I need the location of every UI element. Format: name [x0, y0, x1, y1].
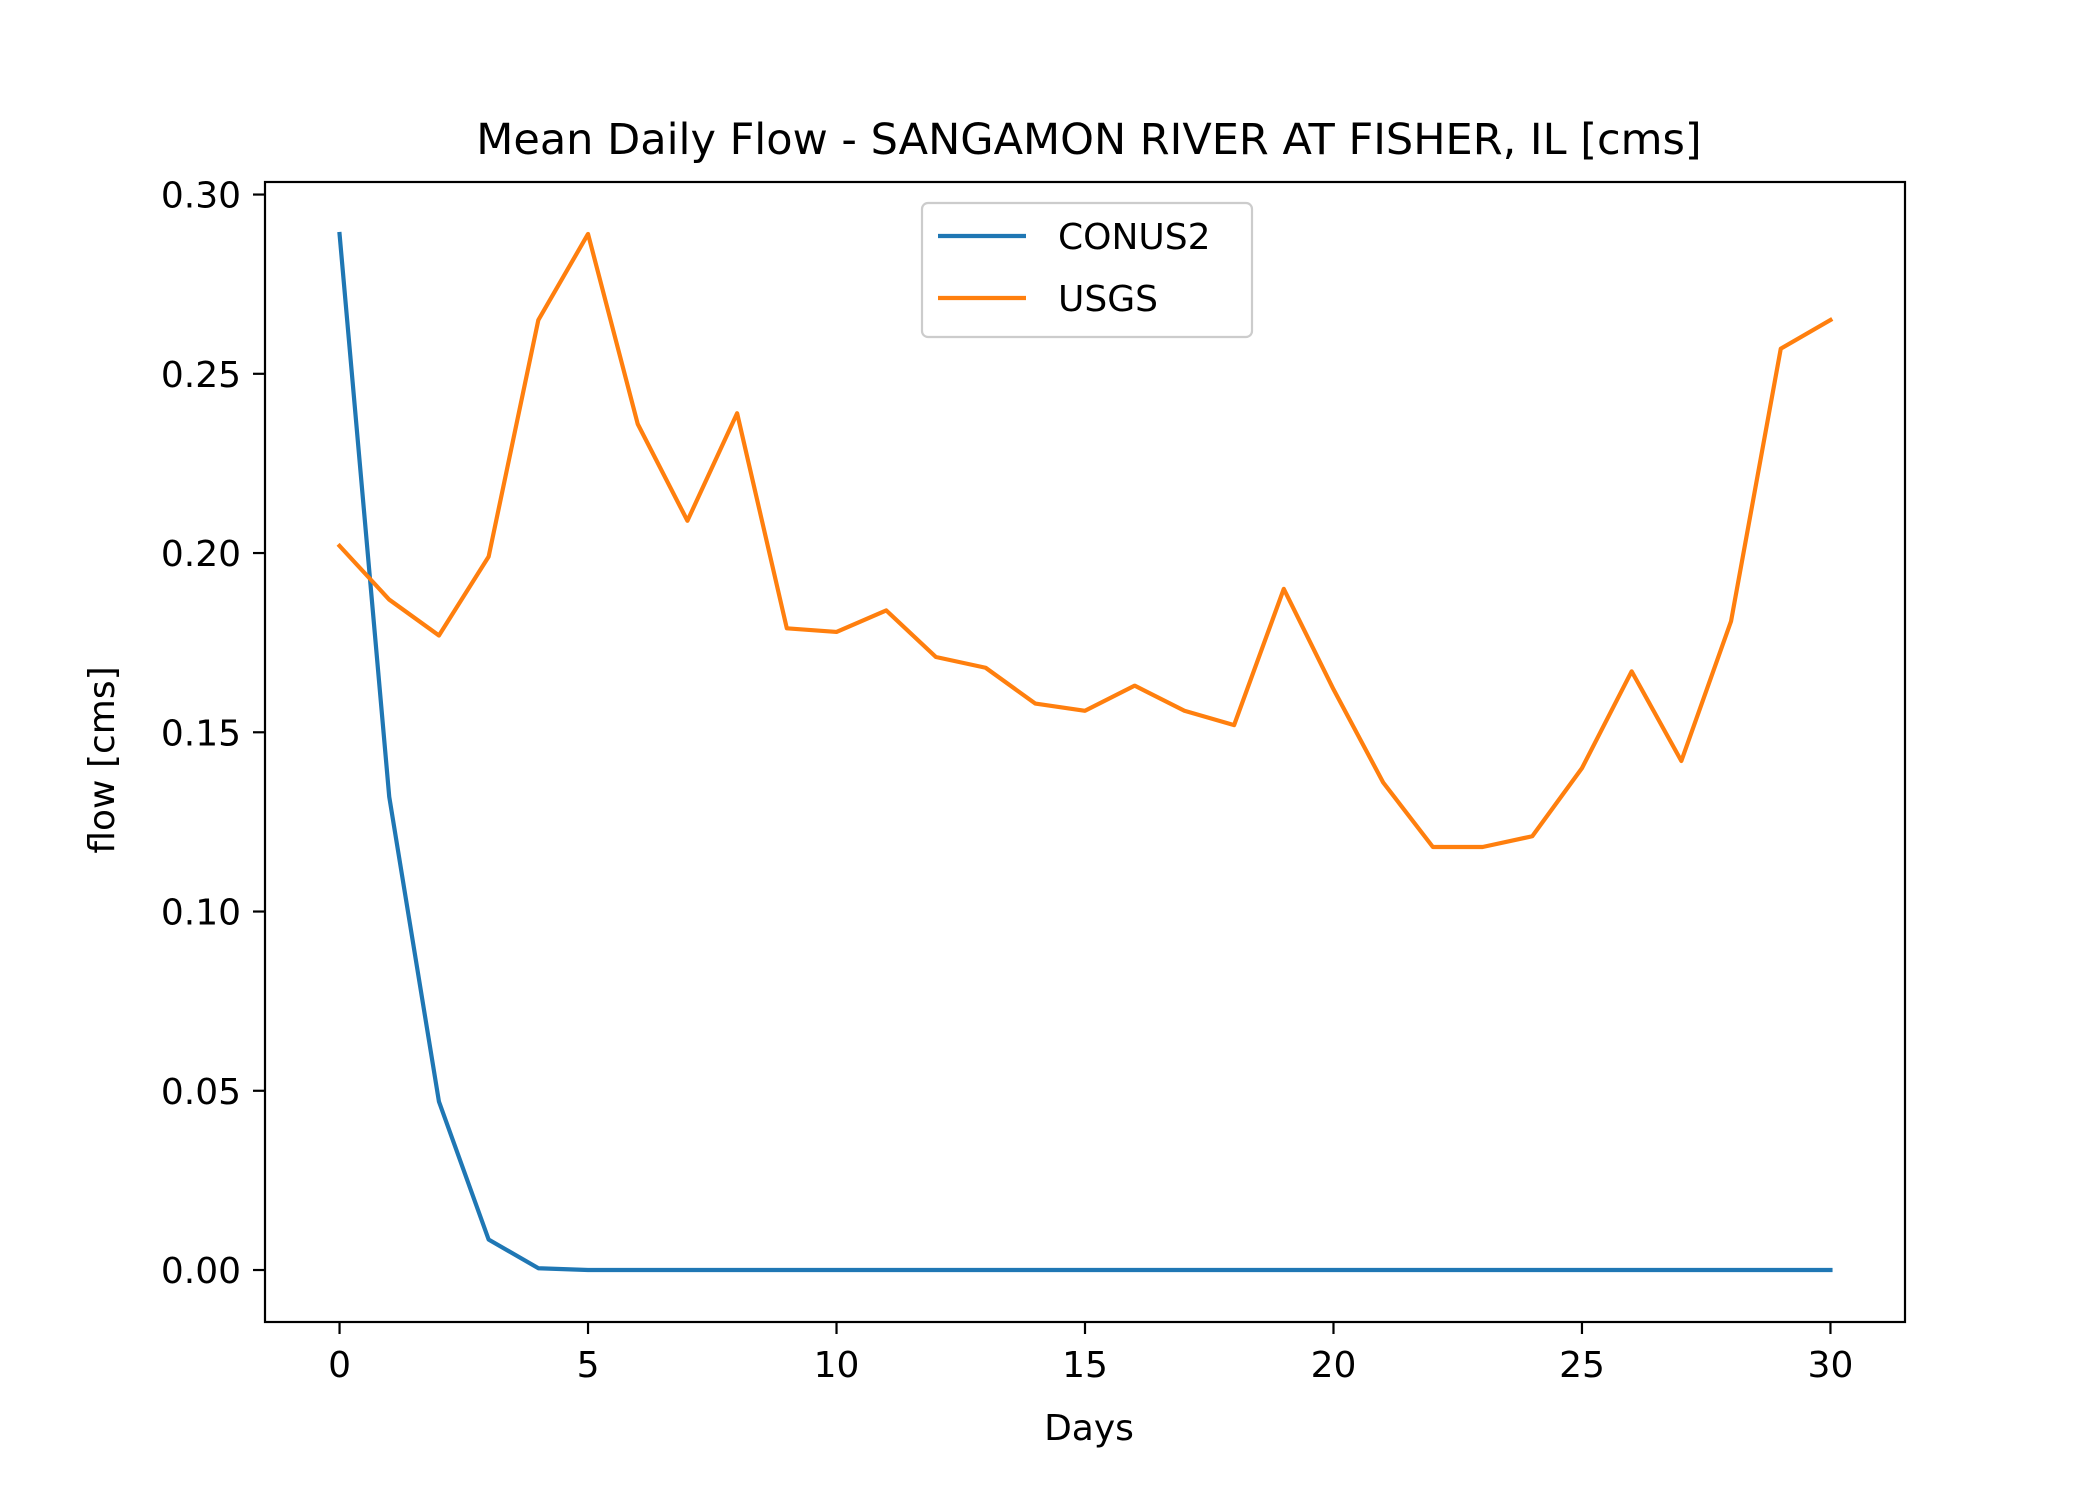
y-tick-label: 0.25	[161, 355, 241, 396]
y-tick-label: 0.15	[161, 713, 241, 754]
x-tick-label: 30	[1808, 1345, 1854, 1386]
y-axis-title: flow [cms]	[82, 666, 123, 853]
x-tick-label: 20	[1311, 1345, 1357, 1386]
y-tick-label: 0.05	[161, 1072, 241, 1113]
legend: CONUS2 USGS	[920, 201, 1254, 339]
x-tick-label: 15	[1062, 1345, 1108, 1386]
chart-title: Mean Daily Flow - SANGAMON RIVER AT FISH…	[476, 115, 1701, 165]
y-tick-label: 0.10	[161, 893, 241, 934]
series-line-conus2	[337, 231, 1833, 1273]
plot-area: 0 5 10 15 20 25 30 0.00 0.05 0.10 0.15 0.20 0.25 0.30	[161, 176, 1907, 1386]
legend-label-conus2: CONUS2	[1058, 217, 1211, 258]
series-line-usgs	[336, 231, 1834, 850]
legend-label-usgs: USGS	[1058, 279, 1158, 320]
x-tick-label: 0	[328, 1345, 351, 1386]
y-tick-label: 0.00	[161, 1251, 241, 1292]
x-tick-label: 5	[577, 1345, 600, 1386]
x-axis-title: Days	[1044, 1408, 1134, 1449]
y-tick-label: 0.30	[161, 176, 241, 217]
x-tick-label: 10	[814, 1345, 860, 1386]
x-tick-label: 25	[1559, 1345, 1605, 1386]
y-tick-label: 0.20	[161, 534, 241, 575]
